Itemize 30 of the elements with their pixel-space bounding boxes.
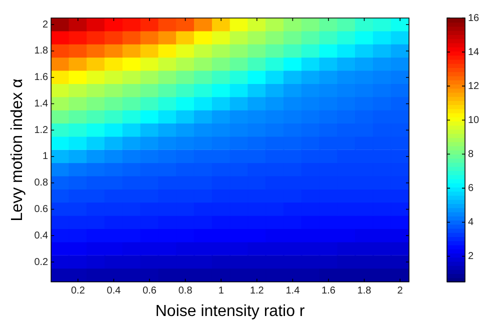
x-tick-label: 0.6 <box>142 286 157 297</box>
color-bar-label: 16 <box>468 12 480 24</box>
y-tick-label: 0.8 <box>34 178 49 189</box>
x-tick-label: 2 <box>397 286 404 297</box>
y-tick-label: 1.4 <box>34 98 49 110</box>
x-tick-label: 0.8 <box>178 286 193 297</box>
x-tick-label: 1.8 <box>357 286 372 297</box>
color-bar-label: 2 <box>468 251 474 262</box>
y-tick-label: 1.6 <box>34 72 49 84</box>
y-tick-label: 1 <box>42 151 49 162</box>
color-bar-label: 6 <box>468 182 474 194</box>
y-tick-label: 0.6 <box>34 204 49 216</box>
color-bar-label: 14 <box>468 46 480 58</box>
y-tick-label: 2 <box>42 19 49 30</box>
color-bar-label: 8 <box>468 148 474 160</box>
x-tick-label: 1.6 <box>322 286 336 297</box>
y-tick-label: 0.2 <box>34 256 49 268</box>
y-tick-label: 0.4 <box>34 230 49 242</box>
color-bar-label: 10 <box>468 114 480 126</box>
color-bar-label: 12 <box>468 80 480 92</box>
x-tick-label: 0.2 <box>70 286 86 297</box>
x-tick-label: 1 <box>218 286 224 297</box>
x-tick-label: 1.2 <box>250 286 264 297</box>
color-bar-label: 4 <box>468 216 474 228</box>
y-tick-label: 1.2 <box>34 124 49 136</box>
x-tick-label: 1.4 <box>286 286 300 297</box>
x-tick-label: 0.4 <box>106 286 122 297</box>
y-tick-label: 1.8 <box>34 46 49 57</box>
y-axis-title: Levy motion index α <box>9 78 26 222</box>
x-axis-title: Noise intensity ratio r <box>155 302 306 320</box>
